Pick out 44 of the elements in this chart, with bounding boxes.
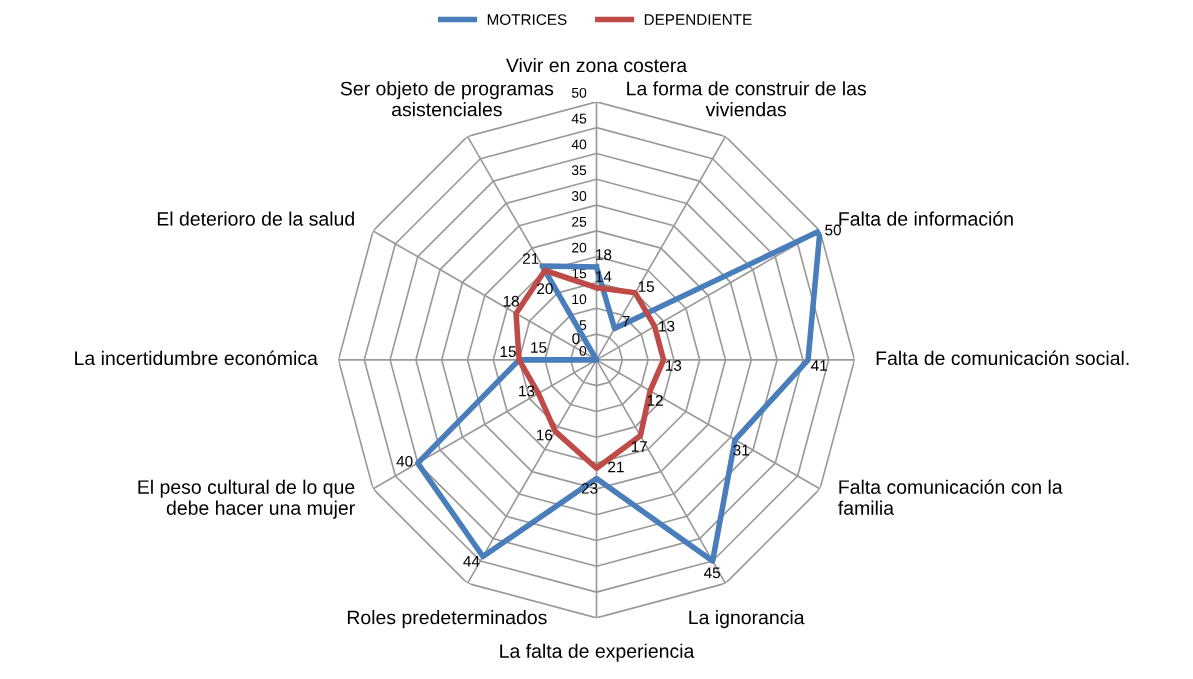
- y-tick-label: 35: [571, 165, 587, 176]
- data-label: 50: [825, 224, 841, 236]
- y-tick-label: 30: [571, 191, 587, 201]
- data-label: 15: [500, 346, 516, 358]
- data-label: 18: [503, 295, 519, 307]
- data-label: 7: [622, 315, 630, 327]
- data-label: 13: [519, 385, 535, 397]
- y-tick-label: 0: [579, 345, 587, 356]
- data-label: 15: [531, 342, 547, 353]
- y-tick-label: 20: [572, 242, 587, 253]
- spoke-label: El peso cultural de lo que debe hacer una mujer: [138, 479, 355, 519]
- spoke-label: Falta comunicación con la familia: [838, 479, 1063, 515]
- data-label: 17: [631, 441, 647, 452]
- spoke-label: La forma de construir de las viviendas: [627, 81, 866, 117]
- spoke-label: La incertidumbre económica: [75, 350, 318, 366]
- data-label: 13: [659, 320, 675, 332]
- y-tick-label: 25: [572, 216, 587, 227]
- spoke-label: Falta de comunicación social.: [876, 350, 1129, 366]
- spoke-label: Vivir en zona costera: [505, 57, 688, 73]
- data-label: 20: [537, 283, 553, 295]
- data-label: 13: [665, 360, 682, 371]
- data-label: 44: [463, 556, 480, 567]
- legend-label: MOTRICES: [487, 14, 567, 25]
- data-label: 16: [537, 429, 553, 441]
- data-label: 23: [581, 482, 598, 494]
- y-tick-label: 45: [571, 113, 587, 124]
- data-label: 40: [396, 455, 413, 467]
- y-tick-label: 50: [571, 87, 587, 98]
- data-label: 21: [523, 253, 539, 264]
- legend-label: DEPENDIENTE: [644, 14, 752, 25]
- spoke-label: Ser objeto de programas asistenciales: [340, 81, 554, 117]
- y-tick-label: 40: [571, 139, 587, 150]
- spoke-label: La falta de experiencia: [500, 643, 695, 662]
- data-label: 45: [704, 567, 721, 579]
- spoke-label: Roles predeterminados: [347, 610, 547, 629]
- data-label: 18: [596, 249, 612, 260]
- y-tick-label: 10: [572, 294, 587, 305]
- data-label: 15: [638, 281, 654, 292]
- data-label: 41: [811, 360, 827, 371]
- spoke-label: La ignorancia: [689, 610, 805, 629]
- spoke-label: Falta de información: [839, 211, 1013, 226]
- y-tick-label: 15: [572, 268, 587, 279]
- spoke-label: El deterioro de la salud: [157, 211, 354, 226]
- data-label: 21: [608, 461, 624, 473]
